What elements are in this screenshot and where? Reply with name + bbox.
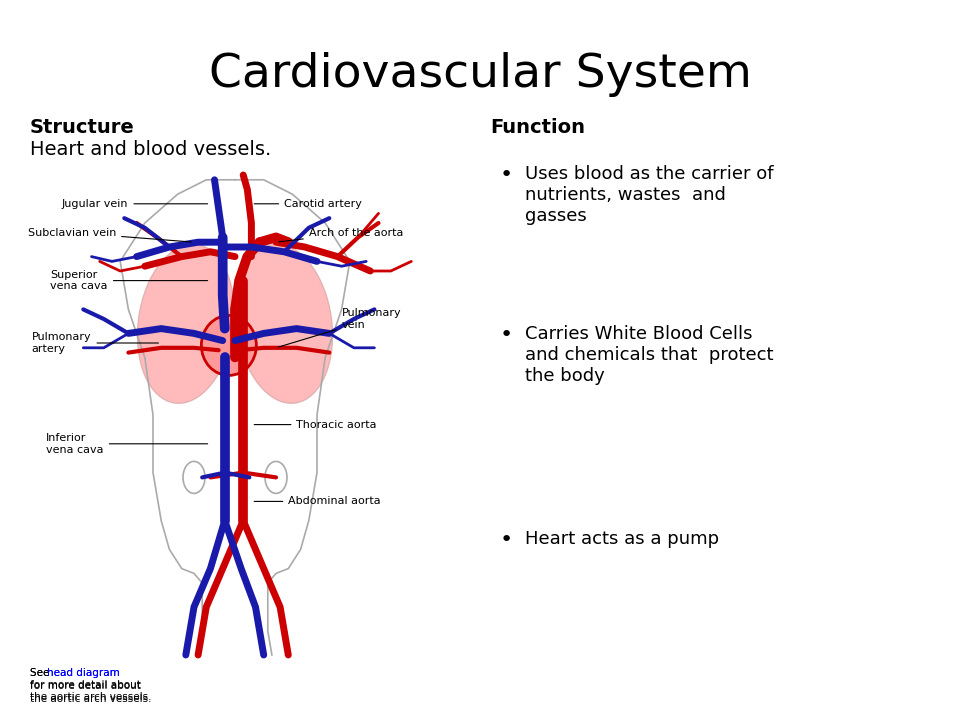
- Text: Heart and blood vessels.: Heart and blood vessels.: [30, 140, 272, 159]
- Text: for more detail about: for more detail about: [30, 681, 141, 691]
- Text: •: •: [500, 530, 514, 550]
- Text: Cardiovascular System: Cardiovascular System: [208, 52, 752, 97]
- Text: Heart acts as a pump: Heart acts as a pump: [525, 530, 719, 548]
- Text: Function: Function: [490, 118, 585, 137]
- Text: Pulmonary
artery: Pulmonary artery: [32, 332, 158, 354]
- Text: Subclavian vein: Subclavian vein: [28, 228, 191, 242]
- Text: the aortic arch vessels.: the aortic arch vessels.: [30, 692, 152, 702]
- Text: Abdominal aorta: Abdominal aorta: [254, 496, 381, 506]
- Ellipse shape: [137, 244, 234, 403]
- Text: for more detail about: for more detail about: [30, 680, 141, 690]
- Text: See: See: [30, 668, 53, 678]
- Ellipse shape: [202, 315, 256, 375]
- Ellipse shape: [265, 462, 287, 493]
- Text: Structure: Structure: [30, 118, 134, 137]
- Text: Jugular vein: Jugular vein: [61, 199, 207, 209]
- Ellipse shape: [183, 462, 205, 493]
- Text: Inferior
vena cava: Inferior vena cava: [46, 433, 207, 454]
- Text: Uses blood as the carrier of
nutrients, wastes  and
gasses: Uses blood as the carrier of nutrients, …: [525, 165, 774, 225]
- Text: the aortic arch vessels.: the aortic arch vessels.: [30, 694, 152, 704]
- Text: •: •: [500, 165, 514, 185]
- Text: Carotid artery: Carotid artery: [254, 199, 362, 209]
- Ellipse shape: [236, 244, 332, 403]
- Text: Superior
vena cava: Superior vena cava: [51, 270, 207, 292]
- Text: head diagram: head diagram: [47, 668, 120, 678]
- Text: See: See: [30, 668, 53, 678]
- Text: Arch of the aorta: Arch of the aorta: [278, 228, 403, 242]
- Text: head diagram: head diagram: [47, 668, 120, 678]
- Text: •: •: [500, 325, 514, 345]
- Text: Thoracic aorta: Thoracic aorta: [254, 420, 377, 430]
- Text: Carries White Blood Cells
and chemicals that  protect
the body: Carries White Blood Cells and chemicals …: [525, 325, 774, 384]
- Text: Pulmonary
vein: Pulmonary vein: [278, 308, 401, 347]
